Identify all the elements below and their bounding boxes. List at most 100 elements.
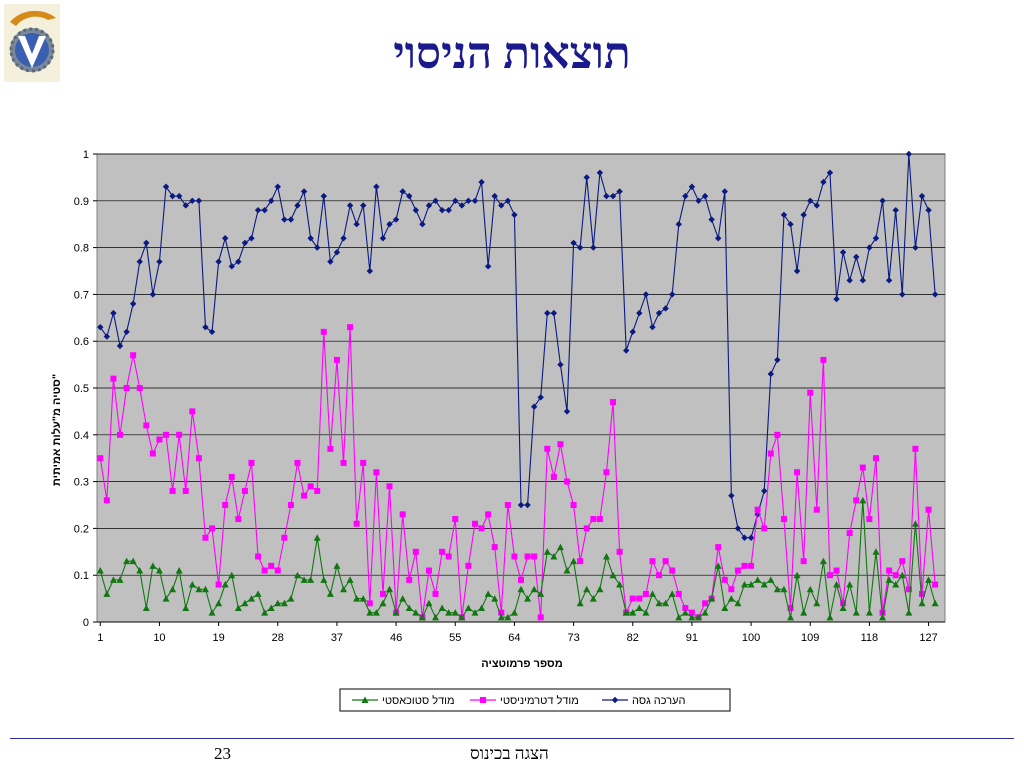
data-point-series-1 bbox=[695, 197, 702, 204]
x-tick-label: 118 bbox=[861, 632, 879, 644]
data-point-series-1 bbox=[675, 221, 682, 228]
data-point-series-3 bbox=[432, 613, 440, 621]
data-point-series-2 bbox=[504, 502, 511, 508]
data-point-series-3 bbox=[247, 595, 255, 602]
data-point-series-3 bbox=[169, 585, 177, 593]
data-point-series-3 bbox=[754, 576, 762, 583]
data-point-series-2 bbox=[412, 548, 419, 555]
y-tick-label: 0 bbox=[83, 617, 89, 629]
data-point-series-1 bbox=[406, 192, 413, 200]
data-point-series-1 bbox=[195, 197, 203, 204]
data-point-series-3 bbox=[734, 599, 742, 607]
data-point-series-3 bbox=[261, 609, 269, 616]
data-point-series-2 bbox=[294, 459, 301, 466]
data-point-series-1 bbox=[622, 347, 630, 354]
data-point-series-1 bbox=[761, 487, 768, 495]
data-point-series-1 bbox=[833, 295, 840, 303]
data-point-series-3 bbox=[201, 585, 209, 593]
data-point-series-2 bbox=[136, 385, 143, 391]
data-point-series-1 bbox=[438, 206, 446, 214]
data-point-series-2 bbox=[360, 459, 367, 466]
data-point-series-3 bbox=[583, 585, 591, 593]
data-point-series-2 bbox=[255, 553, 262, 560]
data-point-series-1 bbox=[603, 192, 610, 200]
data-point-series-3 bbox=[340, 585, 348, 593]
data-point-series-2 bbox=[176, 431, 183, 438]
y-tick-label: 0.8 bbox=[74, 243, 89, 255]
data-point-series-2 bbox=[281, 534, 288, 541]
data-point-series-3 bbox=[287, 595, 295, 602]
legend-marker bbox=[361, 696, 369, 703]
data-point-series-2 bbox=[662, 558, 669, 565]
y-tick-label: 0.4 bbox=[74, 430, 89, 442]
data-point-series-3 bbox=[103, 590, 111, 597]
y-tick-label: 0.5 bbox=[74, 383, 89, 395]
data-point-series-2 bbox=[859, 464, 866, 471]
data-point-series-2 bbox=[117, 431, 124, 438]
data-point-series-3 bbox=[208, 609, 216, 616]
data-point-series-1 bbox=[668, 291, 676, 298]
data-point-series-1 bbox=[294, 202, 301, 209]
data-point-series-1 bbox=[445, 206, 452, 214]
data-point-series-2 bbox=[583, 525, 590, 532]
data-point-series-1 bbox=[498, 202, 505, 209]
legend-label: מודל דטרמיניסטי bbox=[500, 694, 579, 707]
data-point-series-1 bbox=[307, 235, 314, 242]
data-point-series-3 bbox=[293, 571, 301, 579]
data-point-series-2 bbox=[202, 534, 209, 541]
data-point-series-1 bbox=[392, 216, 400, 223]
data-point-series-1 bbox=[169, 192, 176, 200]
data-point-series-2 bbox=[840, 600, 847, 607]
data-point-series-3 bbox=[241, 599, 249, 607]
legend-label: הערכה גסה bbox=[632, 695, 685, 707]
data-point-series-1 bbox=[780, 211, 788, 219]
data-point-series-2 bbox=[702, 600, 709, 607]
data-point-series-2 bbox=[215, 581, 222, 588]
data-point-series-1 bbox=[872, 235, 880, 242]
data-point-series-3 bbox=[175, 567, 183, 574]
data-point-series-2 bbox=[425, 567, 432, 574]
data-point-series-1 bbox=[281, 216, 288, 223]
data-point-series-2 bbox=[656, 572, 663, 579]
data-point-series-2 bbox=[327, 445, 334, 452]
data-point-series-1 bbox=[136, 258, 143, 265]
data-point-series-2 bbox=[314, 487, 321, 494]
data-point-series-3 bbox=[747, 581, 755, 588]
data-point-series-3 bbox=[741, 581, 749, 588]
data-point-series-1 bbox=[550, 309, 558, 317]
data-point-series-2 bbox=[715, 544, 722, 551]
data-point-series-3 bbox=[688, 613, 696, 621]
data-point-series-1 bbox=[590, 244, 597, 251]
data-point-series-3 bbox=[813, 599, 821, 607]
data-point-series-3 bbox=[681, 609, 689, 616]
footer-text: הצגה בכינוס bbox=[470, 744, 549, 763]
data-point-series-2 bbox=[235, 516, 242, 523]
data-point-series-1 bbox=[110, 309, 117, 317]
data-point-series-2 bbox=[228, 473, 235, 480]
data-point-series-3 bbox=[254, 590, 262, 597]
data-point-series-1 bbox=[807, 197, 814, 204]
data-point-series-1 bbox=[728, 492, 735, 499]
data-point-series-1 bbox=[320, 192, 327, 200]
data-point-series-2 bbox=[156, 436, 163, 443]
x-tick-label: 73 bbox=[567, 632, 579, 644]
data-point-series-3 bbox=[872, 548, 880, 555]
data-point-series-3 bbox=[826, 613, 834, 621]
data-point-series-2 bbox=[432, 590, 439, 597]
data-point-series-3 bbox=[274, 599, 282, 607]
data-point-series-3 bbox=[694, 613, 702, 621]
data-point-series-3 bbox=[425, 599, 433, 607]
data-point-series-2 bbox=[103, 497, 110, 504]
data-point-series-1 bbox=[682, 192, 689, 200]
data-point-series-2 bbox=[465, 562, 472, 569]
data-point-series-1 bbox=[557, 361, 564, 368]
data-point-series-1 bbox=[642, 291, 650, 298]
data-point-series-2 bbox=[169, 487, 176, 494]
data-point-series-1 bbox=[333, 249, 341, 256]
data-point-series-2 bbox=[564, 478, 571, 485]
data-point-series-2 bbox=[373, 469, 380, 476]
data-point-series-1 bbox=[162, 183, 170, 190]
data-point-series-2 bbox=[813, 506, 820, 513]
data-point-series-2 bbox=[320, 328, 327, 335]
data-point-series-3 bbox=[675, 613, 683, 621]
